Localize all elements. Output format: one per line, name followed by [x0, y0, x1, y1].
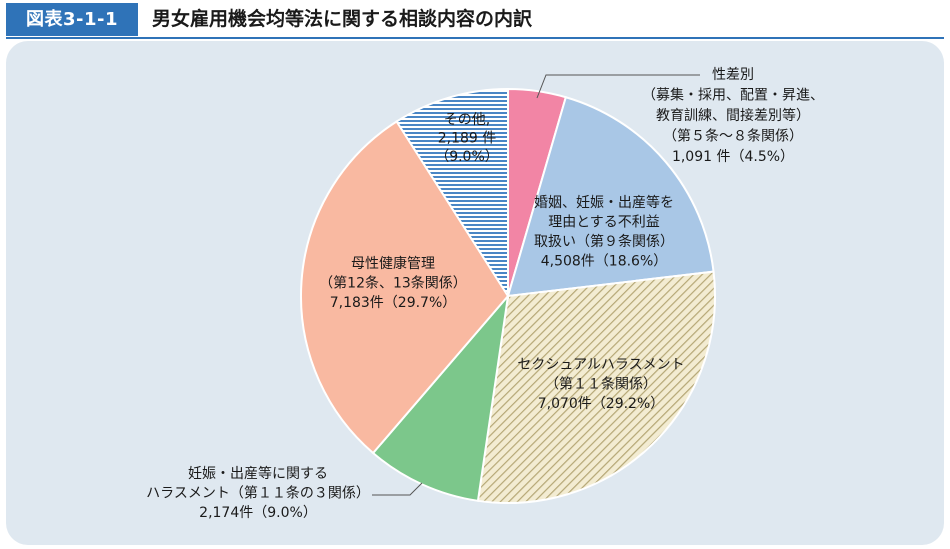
figure-number-badge: 図表3-1-1: [6, 3, 138, 36]
slice-label-line: 教育訓練、間接差別等）: [656, 107, 810, 124]
pie-slice-sexual-harassment: [476, 270, 716, 504]
slice-label-line: 7,183件（29.7%）: [330, 295, 457, 311]
slice-label-line: ハラスメント（第１１条の３関係）: [146, 485, 370, 502]
pie-slice-disadvantage-marriage-pregnancy: [506, 95, 715, 298]
leader-line-sex-discrimination: [536, 74, 700, 99]
pie-slice-maternal-health: [300, 120, 510, 455]
slice-label-line: 4,508件（18.6%）: [541, 254, 668, 270]
figure-title: 男女雇用機会均等法に関する相談内容の内訳: [152, 8, 533, 30]
slice-label-line: 理由とする不利益: [548, 215, 660, 231]
leader-lines: [372, 74, 700, 496]
header-divider: [6, 37, 944, 39]
pie-slices: [300, 87, 716, 504]
slice-label-sex-discrimination: 性差別 （募集・採用、配置・昇進、教育訓練、間接差別等） （第５条～８条関係） 1,0…: [642, 67, 824, 165]
slice-label-pregnancy-harassment: 妊娠・出産等に関するハラスメント（第１１条の３関係） 2,174件（9.0%）: [146, 465, 370, 521]
figure-header: 図表3-1-1 男女雇用機会均等法に関する相談内容の内訳: [0, 0, 950, 39]
pie-slice-other: [395, 87, 509, 300]
slice-label-line: 2,174件（9.0%）: [199, 505, 317, 521]
slice-labels: 性差別 （募集・採用、配置・昇進、教育訓練、間接差別等） （第５条～８条関係） 1,0…: [146, 67, 824, 521]
slice-label-line: （第５条～８条関係）: [663, 128, 803, 145]
slice-label-line: （9.0%）: [435, 149, 499, 165]
slice-label-line: 2,189 件: [438, 131, 497, 147]
slice-label-line: （第１１条関係）: [545, 376, 657, 393]
slice-label-line: （第12条、13条関係）: [319, 275, 467, 292]
slice-label-other: その他, 2,189 件 （9.0%）: [435, 112, 499, 165]
slice-label-line: 婚姻、妊娠・出産等を: [534, 194, 674, 211]
slice-label-line: 母性健康管理: [351, 255, 435, 272]
slice-label-maternal-health: 母性健康管理 （第12条、13条関係） 7,183件（29.7%）: [319, 255, 467, 311]
slice-label-line: その他,: [444, 112, 490, 128]
pie-slice-pregnancy-harassment: [371, 292, 510, 502]
slice-label-disadvantage-marriage-pregnancy: 婚姻、妊娠・出産等を理由とする不利益取扱い（第９条関係） 4,508件（18.6%…: [534, 194, 674, 270]
slice-label-line: 7,070件（29.2%）: [538, 396, 665, 412]
leader-line-pregnancy-harassment: [372, 482, 423, 496]
slice-label-line: （募集・採用、配置・昇進、: [642, 87, 824, 104]
slice-label-line: 性差別: [712, 67, 754, 83]
slice-label-line: セクシュアルハラスメント: [517, 357, 684, 373]
slice-label-line: 妊娠・出産等に関する: [188, 465, 328, 482]
slice-label-line: 取扱い（第９条関係）: [534, 233, 674, 250]
slice-label-sexual-harassment: セクシュアルハラスメント （第１１条関係） 7,070件（29.2%）: [517, 357, 684, 412]
slice-label-line: 1,091 件（4.5%）: [672, 149, 794, 165]
